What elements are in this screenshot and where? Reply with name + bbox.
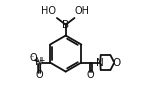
Text: +: +	[38, 56, 45, 65]
Text: O: O	[112, 58, 120, 68]
Text: N: N	[96, 58, 104, 68]
Text: O: O	[87, 70, 94, 80]
Text: HO: HO	[41, 6, 56, 16]
Text: ⁻: ⁻	[30, 53, 34, 62]
Text: O: O	[29, 53, 37, 63]
Text: O: O	[35, 70, 43, 80]
Text: B: B	[62, 20, 69, 30]
Text: OH: OH	[75, 6, 90, 16]
Text: N: N	[35, 57, 43, 67]
